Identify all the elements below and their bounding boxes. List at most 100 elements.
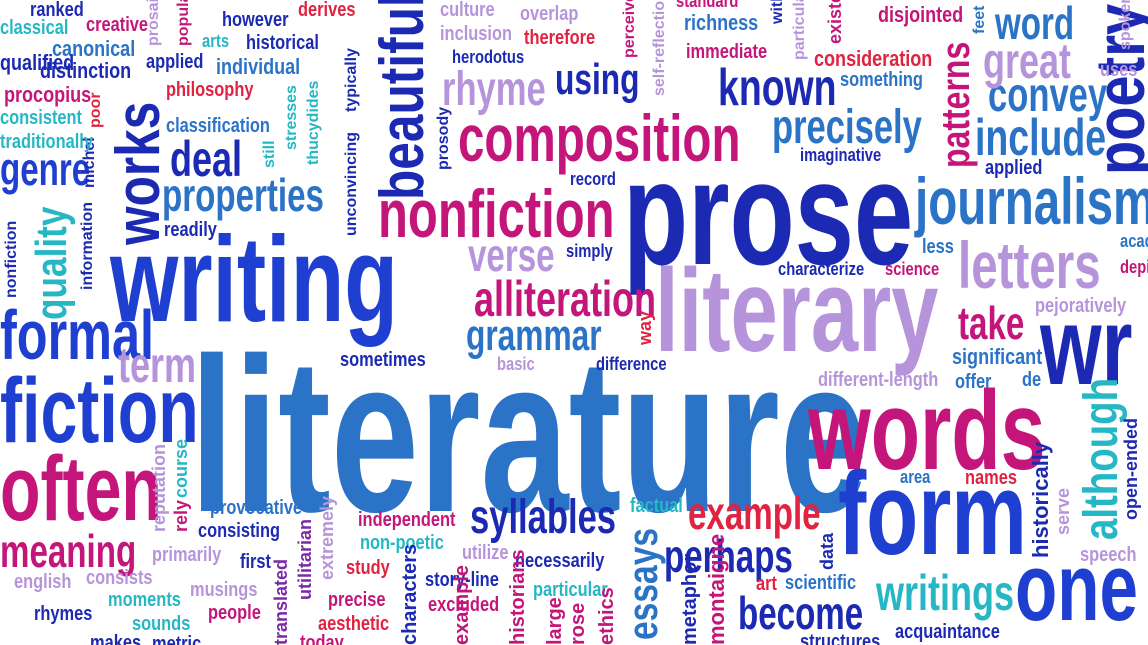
- word-ethics: ethics: [596, 587, 618, 645]
- word-names: names: [965, 467, 1017, 489]
- word-patterns: patterns: [934, 41, 978, 168]
- word-stresses: stresses: [283, 85, 300, 150]
- word-structures: structures: [800, 631, 881, 645]
- word-existence: existence: [825, 0, 845, 44]
- word-example: example: [688, 487, 821, 539]
- word-metric: metric: [152, 633, 202, 645]
- word-english: english: [14, 571, 72, 593]
- word-nonfiction: nonfiction: [378, 176, 615, 252]
- word-metaphor: metaphor: [679, 553, 701, 645]
- word-term: term: [118, 337, 197, 393]
- word-non-poetic: non-poetic: [360, 532, 444, 554]
- word-rely: rely: [171, 499, 191, 532]
- word-utilize: utilize: [462, 542, 509, 564]
- word-consideration: consideration: [814, 46, 933, 71]
- word-prose: prose: [623, 131, 914, 296]
- word-literature: literature: [190, 312, 868, 558]
- word-translated: translated: [271, 558, 291, 645]
- word-wr: wr: [1040, 285, 1133, 408]
- word-less: less: [922, 236, 954, 258]
- word-overlap: overlap: [520, 3, 579, 25]
- word-art: art: [756, 573, 777, 595]
- word-genre: genre: [0, 143, 91, 195]
- word-classical: classical: [0, 17, 69, 39]
- word-classification: classification: [166, 115, 270, 137]
- word-distinction: distinction: [40, 58, 132, 83]
- word-provocative: provocative: [210, 497, 303, 519]
- word-example-vertical: example: [451, 564, 473, 645]
- word-applied-right: academic: [1120, 231, 1148, 251]
- word-canonical: canonical: [52, 36, 136, 61]
- word-formal: formal: [0, 296, 155, 374]
- word-readily: readily: [164, 219, 217, 241]
- word-depict: depict: [1120, 257, 1148, 277]
- word-basic: basic: [497, 354, 535, 374]
- word-record: record: [570, 169, 616, 189]
- word-ranked: ranked: [30, 0, 84, 21]
- word-beautiful: beautiful: [368, 0, 437, 201]
- word-pejoratively: pejoratively: [1035, 295, 1127, 317]
- word-still: still: [261, 140, 278, 168]
- word-nonfiction-small: nonfiction: [3, 220, 20, 298]
- word-difference: difference: [596, 354, 667, 374]
- word-literary: literary: [655, 245, 939, 377]
- word-serve: serve: [1053, 487, 1073, 535]
- word-typically: typically: [343, 47, 360, 112]
- word-meaning: meaning: [0, 525, 137, 577]
- word-fiction: fiction: [0, 360, 199, 462]
- word-simply: simply: [566, 241, 613, 261]
- word-with: with: [769, 0, 786, 24]
- word-characterize: characterize: [778, 259, 865, 279]
- word-particularly: particularly: [791, 0, 808, 60]
- word-verse: verse: [468, 229, 555, 281]
- word-precisely: precisely: [772, 101, 922, 154]
- word-qualified: qualified: [0, 50, 75, 75]
- word-writings: writings: [876, 565, 1015, 621]
- word-something: something: [840, 69, 923, 91]
- word-one: one: [1015, 534, 1138, 641]
- word-feet: uses: [1100, 59, 1138, 81]
- word-individual: individual: [216, 54, 301, 79]
- word-way: way: [635, 310, 655, 345]
- word-acquaintance: acquaintance: [895, 621, 1000, 643]
- word-perceive: perceive: [621, 0, 638, 58]
- word-deal: deal: [170, 131, 243, 187]
- word-essays: essays: [619, 527, 666, 640]
- word-precise: precise: [328, 589, 386, 611]
- word-excluded: excluded: [428, 594, 500, 616]
- word-become: become: [738, 587, 864, 639]
- word-popular: popular: [175, 0, 192, 46]
- word-creative: creative: [86, 14, 149, 36]
- word-standard: standard: [676, 0, 739, 11]
- word-form: form: [838, 448, 1027, 580]
- word-convey: convey: [988, 69, 1108, 122]
- word-data: data: [817, 532, 837, 570]
- word-quality: quality: [27, 206, 76, 320]
- word-using: using: [555, 55, 640, 104]
- word-therefore: therefore: [524, 27, 596, 49]
- word-spoken: applied: [985, 157, 1043, 179]
- word-large: large: [544, 597, 566, 645]
- word-characters: characters: [399, 543, 421, 645]
- word-reputation: reputation: [149, 444, 169, 532]
- word-story-line: story-line: [425, 569, 499, 591]
- word-words: words: [808, 368, 1046, 493]
- word-rhyme: rhyme: [442, 63, 546, 116]
- word-montaigne: montaigne: [704, 533, 729, 645]
- word-however: however: [222, 9, 289, 31]
- word-information: information: [79, 202, 96, 290]
- word-necessarily: necessarily: [515, 550, 605, 572]
- word-consistent: consistent: [0, 107, 83, 129]
- word-first: first: [240, 551, 271, 573]
- word-today: today: [300, 632, 344, 645]
- word-de: de: [1022, 369, 1042, 391]
- word-course: course: [171, 438, 191, 498]
- word-richness: richness: [684, 10, 759, 35]
- word-significant: significant: [952, 344, 1043, 369]
- word-often: often: [0, 438, 162, 540]
- word-speech: speech: [1080, 544, 1137, 566]
- word-writing: writing: [110, 211, 398, 347]
- word-makes: makes: [90, 632, 142, 645]
- word-unconvincing: unconvincing: [343, 132, 360, 236]
